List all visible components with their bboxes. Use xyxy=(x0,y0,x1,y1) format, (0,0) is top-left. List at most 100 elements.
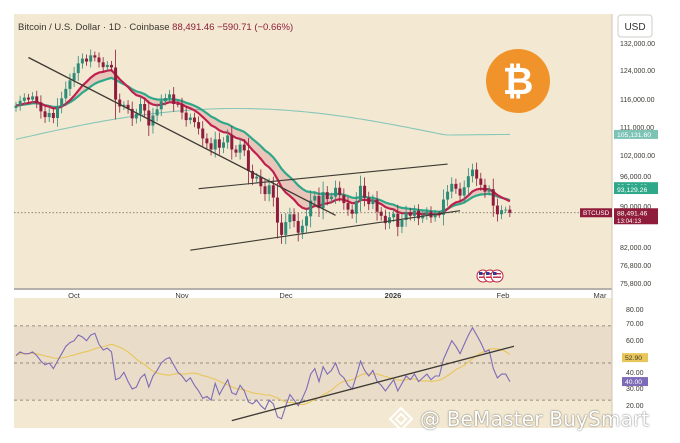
candle xyxy=(147,100,151,137)
candle-body xyxy=(230,135,234,150)
price-tag: 105,131.60 xyxy=(614,129,658,139)
candle xyxy=(205,133,209,149)
candle-body xyxy=(441,199,445,215)
candle-body xyxy=(60,98,64,107)
candle xyxy=(317,187,321,218)
candle-body xyxy=(267,185,271,195)
candle-body xyxy=(242,144,246,151)
watermark-text: @ BeMaster BuySmart xyxy=(420,407,650,431)
currency-button-frame xyxy=(617,14,653,38)
candle-body xyxy=(483,184,487,192)
candle xyxy=(300,219,304,239)
candle-body xyxy=(491,189,495,206)
candle xyxy=(475,162,479,186)
candle xyxy=(159,94,163,117)
candle xyxy=(222,137,225,154)
price-tick-label: 82,000.00 xyxy=(620,245,651,252)
candle xyxy=(101,57,105,73)
candle xyxy=(122,101,126,111)
candle xyxy=(176,101,180,108)
candle-body xyxy=(130,108,134,119)
price-tag-label: 105,131.60 xyxy=(617,132,651,139)
rsi-tick-label: 30.00 xyxy=(626,386,644,393)
countdown-label: 13:04:13 xyxy=(617,218,642,225)
candle xyxy=(217,132,221,155)
candle xyxy=(139,96,142,122)
candle-body xyxy=(192,117,196,123)
candle-body xyxy=(143,104,147,111)
x-tick-label: Mar xyxy=(594,291,607,300)
candle xyxy=(251,164,255,186)
candle xyxy=(197,116,201,135)
candle xyxy=(292,208,296,228)
candle xyxy=(114,49,118,120)
candle-body xyxy=(363,185,367,198)
candle xyxy=(338,181,342,202)
candle-body xyxy=(209,143,213,150)
candle-body xyxy=(188,117,192,121)
candle xyxy=(118,93,122,113)
candle xyxy=(363,177,367,207)
candle xyxy=(354,192,358,224)
x-tick-label: Dec xyxy=(279,291,293,300)
candle xyxy=(275,183,279,239)
candle xyxy=(238,137,242,160)
candle xyxy=(367,191,371,211)
candle xyxy=(450,177,454,199)
symbol-label: Bitcoin / U.S. Dollar · 1D · Coinbase xyxy=(18,22,172,33)
candle-body xyxy=(18,100,22,106)
rsi-band-fill xyxy=(14,325,612,401)
candle xyxy=(454,178,458,194)
candle xyxy=(126,100,130,114)
candle xyxy=(246,137,250,185)
flag-canton xyxy=(493,272,497,275)
candle-body xyxy=(450,183,454,192)
candle-body xyxy=(56,106,59,118)
candle xyxy=(80,53,84,69)
rsi-tick-label: 70.00 xyxy=(626,321,644,328)
candle-body xyxy=(379,211,383,216)
candle xyxy=(22,93,26,106)
candle xyxy=(371,194,375,210)
flag-canton xyxy=(479,272,483,275)
candle xyxy=(379,206,383,221)
candle-body xyxy=(371,199,375,205)
candle xyxy=(433,210,437,222)
candle-body xyxy=(417,210,421,219)
flag-stripe xyxy=(479,276,487,278)
candle-body xyxy=(454,183,458,189)
candle xyxy=(400,213,404,234)
candle xyxy=(263,179,267,201)
candle xyxy=(76,55,80,81)
candle-body xyxy=(159,101,163,110)
candle-body xyxy=(487,189,491,192)
rsi-line xyxy=(15,326,511,420)
candle xyxy=(462,180,466,203)
candle xyxy=(309,190,313,228)
candle-body xyxy=(43,111,47,118)
symbol-tag-box xyxy=(580,208,612,218)
currency-button[interactable]: USD xyxy=(617,14,653,38)
candle-body xyxy=(504,209,508,211)
watermark: @ BeMaster BuySmart xyxy=(388,406,650,432)
candle xyxy=(31,92,35,104)
candle xyxy=(89,49,93,68)
candle xyxy=(56,98,59,127)
candle xyxy=(109,60,113,72)
candle xyxy=(188,113,192,125)
diamond-logo-icon xyxy=(388,406,414,432)
candle-body xyxy=(255,176,259,179)
chart-header: Bitcoin / U.S. Dollar · 1D · Coinbase 88… xyxy=(18,22,293,33)
candle-body xyxy=(425,211,429,216)
candle-body xyxy=(437,214,441,216)
candle xyxy=(68,73,72,97)
candle-body xyxy=(68,80,72,89)
candle xyxy=(392,209,396,222)
flag-stripe xyxy=(493,276,501,278)
candle-body xyxy=(404,212,408,220)
candle-body xyxy=(226,135,230,143)
candle-body xyxy=(500,210,504,215)
candle xyxy=(479,172,483,191)
